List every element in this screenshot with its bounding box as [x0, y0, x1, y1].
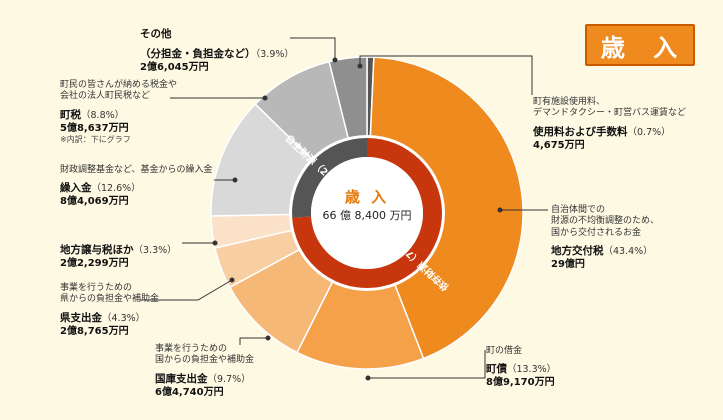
label-kokko-desc: 事業を行うための 国からの負担金や補助金 — [155, 344, 255, 366]
label-sai-name: 町債 — [486, 363, 507, 376]
leader-ken — [140, 279, 233, 301]
leader-dot-kokko — [265, 335, 271, 341]
leader-sai — [368, 350, 486, 379]
pie-slice-1 — [366, 56, 524, 360]
label-zei-desc: 町民の皆さんが納める税金や 会社の法人町民税など — [60, 80, 178, 102]
label-fees-pct: （0.7%） — [627, 126, 671, 138]
label-other-pct: （3.9%） — [255, 49, 294, 60]
leader-dot-sai — [365, 375, 371, 381]
label-ken-pct: （4.3%） — [102, 312, 146, 324]
label-kofu-amount: 29億円 — [551, 258, 585, 270]
ring-independent — [292, 138, 367, 218]
center-title: 歳 入 — [344, 188, 390, 206]
leader-dot-kofu — [497, 207, 503, 213]
leader-dot-fees — [357, 63, 363, 69]
label-kokko-pct: （9.7%） — [207, 373, 251, 385]
leader-fees — [359, 55, 533, 95]
label-kuri-amount: 8億4,069万円 — [60, 196, 129, 208]
label-fees-name: 使用料および手数料 — [533, 125, 628, 138]
label-other: その他 （分担金・負担金など）（3.9%） 2億6,045万円 — [140, 22, 294, 75]
center-label: 歳 入 66 億 8,400 万円 — [318, 186, 416, 223]
label-kofu-name: 地方交付税 — [551, 244, 604, 257]
leader-dot-ken — [229, 277, 235, 283]
label-other-amount: 2億6,045万円 — [140, 62, 209, 73]
label-sai: 町の借金 町債（13.3%） 8億9,170万円 — [486, 346, 556, 390]
label-kokko-name: 国庫支出金 — [155, 372, 208, 385]
revenue-title-badge: 歳 入 — [585, 24, 695, 66]
label-kokko: 事業を行うための 国からの負担金や補助金 国庫支出金（9.7%） 6億4,740… — [155, 344, 254, 399]
leader-dot-other — [332, 57, 338, 63]
label-zei-pct: （8.8%） — [81, 109, 125, 121]
leader-kokko — [239, 337, 268, 345]
leader-dot-joyo — [212, 240, 218, 246]
label-kofu-desc: 自治体間での 財源の不均衡調整のため、 国から交付されるお金 — [551, 205, 660, 238]
leader-other — [290, 37, 336, 60]
label-ken-name: 県支出金 — [60, 311, 102, 324]
label-fees-amount: 4,675万円 — [533, 139, 585, 151]
label-sai-pct: （13.3%） — [507, 364, 557, 376]
label-zei-note: ※内訳：下にグラフ — [60, 135, 131, 144]
leader-dot-zei — [262, 95, 268, 101]
label-fees: 町有施設使用料、 デマンドタクシー・町営バス運賃など 使用料および手数料（0.7… — [533, 97, 686, 152]
label-sai-desc: 町の借金 — [486, 346, 523, 356]
label-kofu: 自治体間での 財源の不均衡調整のため、 国から交付されるお金 地方交付税（43.… — [551, 205, 659, 271]
label-other-name: その他 （分担金・負担金など） — [140, 28, 256, 60]
label-kokko-amount: 6億4,740万円 — [155, 386, 224, 398]
label-joyo-pct: （3.3%） — [133, 245, 177, 256]
center-hole — [311, 157, 423, 269]
label-ken-desc: 事業を行うための 県からの負担金や補助金 — [60, 283, 160, 305]
label-kofu-pct: （43.4%） — [603, 245, 653, 257]
label-kuri-pct: （12.6%） — [91, 183, 141, 195]
label-ken-amount: 2億8,765万円 — [60, 325, 129, 337]
label-joyo-name: 地方譲与税ほか — [60, 244, 134, 256]
label-joyo: 地方譲与税ほか（3.3%） 2億2,299万円 — [60, 238, 177, 271]
label-kuri-name: 繰入金 — [60, 182, 92, 195]
label-zei: 町民の皆さんが納める税金や 会社の法人町民税など 町税（8.8%） 5億8,63… — [60, 80, 177, 145]
center-total: 66 億 8,400 万円 — [322, 209, 412, 222]
pie-slice-2 — [296, 211, 425, 370]
label-kuri: 財政調整基金など、基金からの繰入金 繰入金（12.6%） 8億4,069万円 — [60, 165, 213, 209]
label-zei-amount: 5億8,637万円 — [60, 122, 129, 134]
label-joyo-amount: 2億2,299万円 — [60, 258, 129, 269]
label-fees-desc: 町有施設使用料、 デマンドタクシー・町営バス運賃など — [533, 97, 687, 119]
label-kuri-desc: 財政調整基金など、基金からの繰入金 — [60, 165, 213, 175]
leader-dot-kuri — [232, 177, 238, 183]
label-sai-amount: 8億9,170万円 — [486, 377, 555, 389]
label-ken: 事業を行うための 県からの負担金や補助金 県支出金（4.3%） 2億8,765万… — [60, 283, 159, 338]
label-zei-name: 町税 — [60, 108, 81, 121]
